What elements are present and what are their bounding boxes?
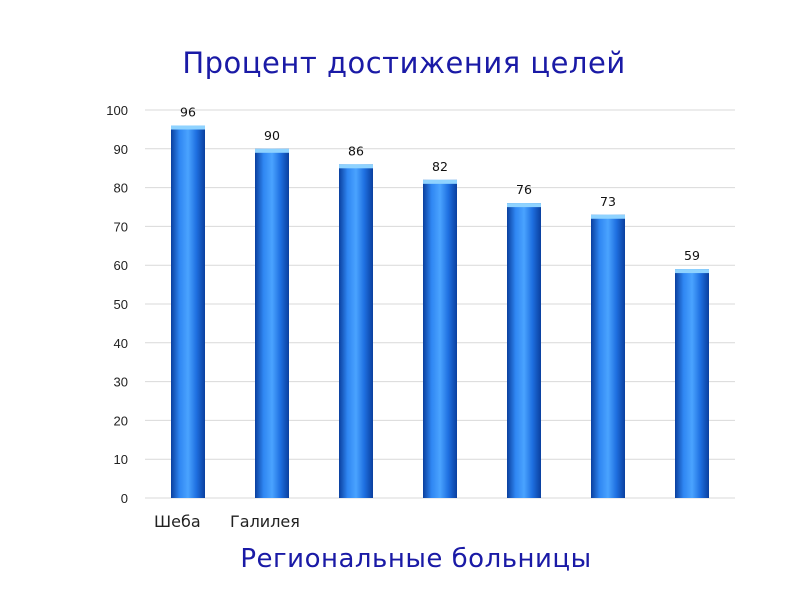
y-tick-label: 40: [114, 336, 128, 351]
y-tick-label: 90: [114, 142, 128, 157]
bar: [591, 214, 625, 498]
x-axis-title: Региональные больницы: [240, 544, 592, 574]
bar: [675, 269, 709, 498]
y-tick-label: 100: [106, 103, 128, 118]
data-label: 90: [264, 128, 280, 143]
category-label: Шеба: [154, 512, 201, 531]
bar-top-cap: [255, 148, 289, 153]
y-tick-label: 30: [114, 375, 128, 390]
category-label: Галилея: [230, 512, 300, 531]
bar-top-cap: [507, 203, 541, 208]
bar-top-cap: [591, 214, 625, 219]
bar: [339, 164, 373, 498]
data-labels: 96 90 86 82 76 73 59: [180, 105, 700, 264]
bar-top-cap: [423, 179, 457, 184]
bar: [423, 179, 457, 498]
x-axis-category-labels: Шеба Галилея: [154, 512, 300, 531]
bar: [255, 148, 289, 499]
y-axis-tick-labels: 0 10 20 30 40 50 60 70 80 90 100: [106, 103, 128, 506]
bars: [171, 125, 709, 499]
bar: [171, 125, 205, 499]
data-label: 86: [348, 143, 364, 158]
bar-top-cap: [675, 269, 709, 274]
y-tick-label: 80: [114, 181, 128, 196]
y-tick-label: 60: [114, 258, 128, 273]
chart-title: Процент достижения целей: [182, 46, 626, 80]
y-tick-label: 50: [114, 297, 128, 312]
y-tick-label: 20: [114, 413, 128, 428]
y-tick-label: 10: [114, 452, 128, 467]
data-label: 59: [684, 248, 700, 263]
bar: [507, 203, 541, 498]
bar-top-cap: [339, 164, 373, 169]
bar-top-cap: [171, 125, 205, 130]
y-tick-label: 70: [114, 219, 128, 234]
y-tick-label: 0: [121, 491, 128, 506]
data-label: 73: [600, 194, 616, 209]
data-label: 76: [516, 182, 532, 197]
data-label: 82: [432, 159, 448, 174]
data-label: 96: [180, 105, 196, 120]
